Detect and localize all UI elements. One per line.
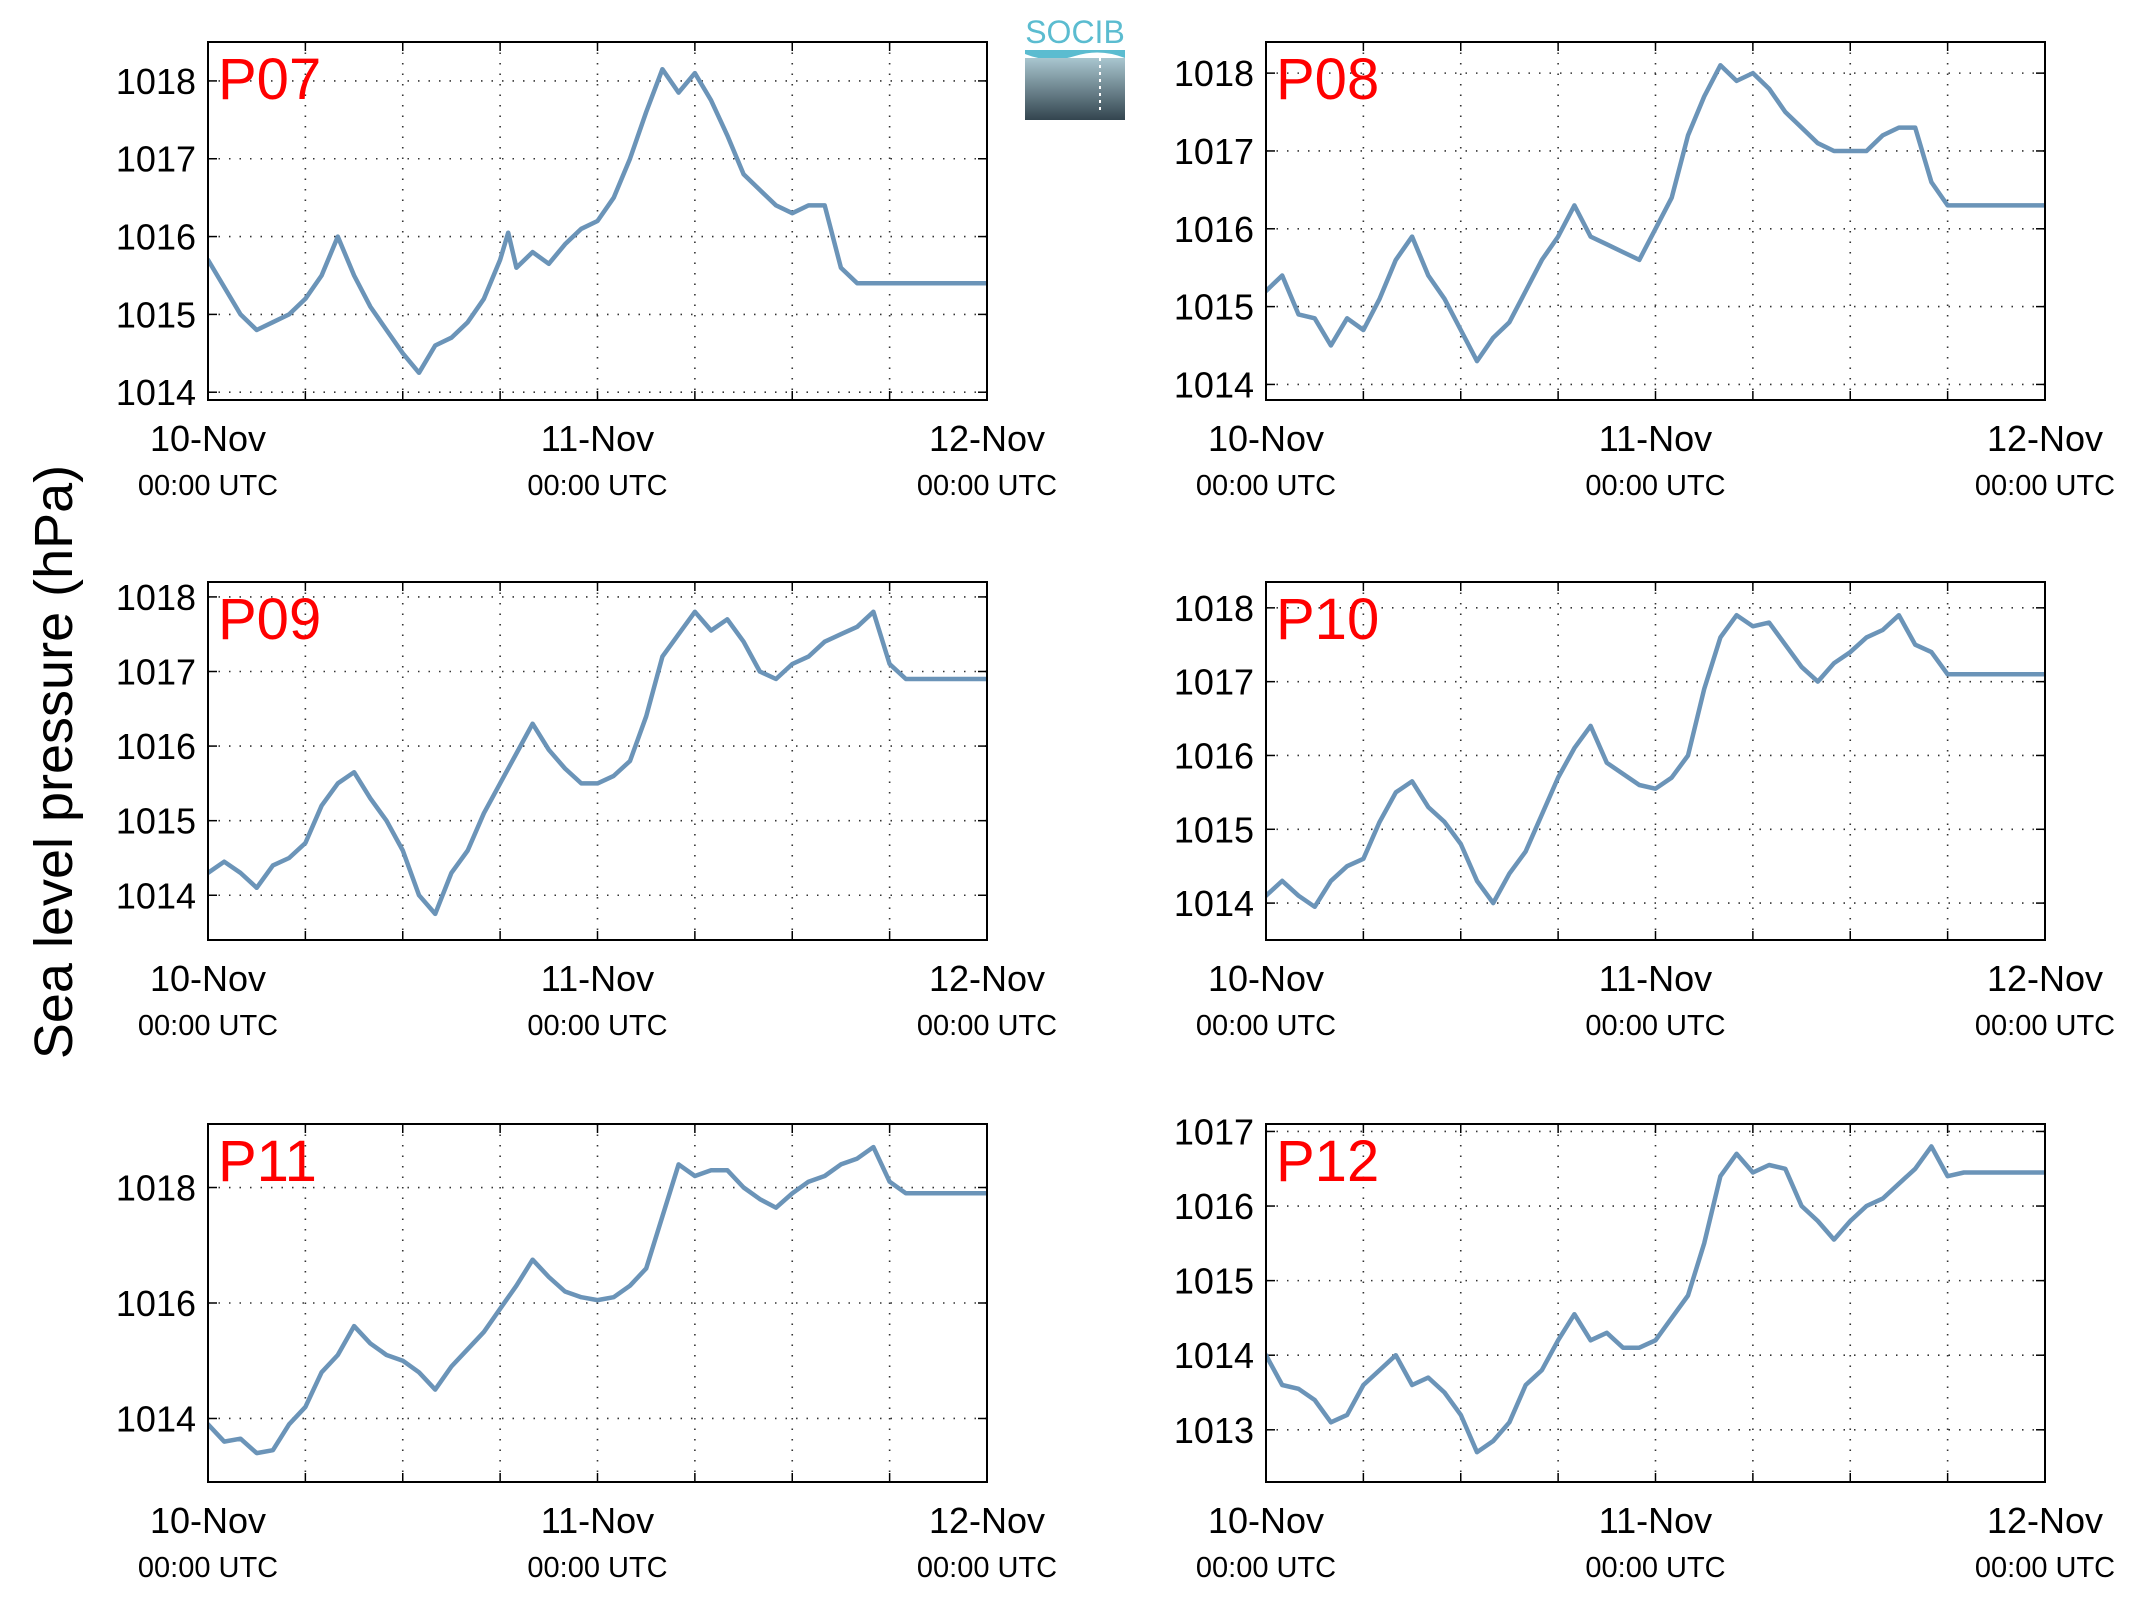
y-tick-label: 1015	[116, 801, 196, 842]
x-tick-label-date: 12-Nov	[929, 1500, 1045, 1541]
panel-title: P10	[1276, 587, 1379, 652]
x-tick-label-date: 11-Nov	[541, 1500, 654, 1541]
series-line-p12	[1266, 1144, 2045, 1455]
x-tick-label-time: 00:00 UTC	[917, 1010, 1057, 1042]
y-tick-label: 1017	[1174, 662, 1254, 703]
panel-p08: 1014 1015 1016 1017 1018 10-Nov 00:00 UTC 11-No…	[1174, 41, 2115, 502]
x-tick-label-time: 00:00 UTC	[1196, 1010, 1336, 1042]
series-line-p11	[208, 1144, 987, 1456]
y-tick-label: 1013	[1174, 1410, 1254, 1451]
x-tick-label-date: 12-Nov	[1987, 1500, 2103, 1541]
y-tick-label: 1018	[116, 577, 196, 618]
x-tick-label-date: 11-Nov	[541, 958, 654, 999]
series-line-p09	[208, 609, 987, 917]
x-tick-label-date: 10-Nov	[150, 958, 266, 999]
x-tick-label-time: 00:00 UTC	[1975, 470, 2115, 502]
x-tick-label-time: 00:00 UTC	[917, 1552, 1057, 1584]
series-line-p08	[1266, 63, 2045, 364]
y-tick-label: 1016	[1174, 1186, 1254, 1227]
x-tick-label-time: 00:00 UTC	[138, 1552, 278, 1584]
x-tick-label-date: 12-Nov	[929, 418, 1045, 459]
y-tick-label: 1014	[116, 372, 196, 413]
y-tick-label: 1014	[116, 875, 196, 916]
axes-frame	[207, 581, 988, 941]
y-tick-label: 1017	[1174, 131, 1254, 172]
x-tick-label-time: 00:00 UTC	[1975, 1552, 2115, 1584]
axes-frame	[1265, 581, 2046, 941]
x-tick-label-time: 00:00 UTC	[1196, 470, 1336, 502]
x-tick-label-date: 12-Nov	[1987, 958, 2103, 999]
axes-frame	[207, 41, 988, 401]
x-tick-label-date: 10-Nov	[1208, 958, 1324, 999]
axes-frame	[1265, 41, 2046, 401]
y-tick-label: 1015	[1174, 809, 1254, 850]
logo-wave-icon	[1025, 50, 1125, 60]
x-tick-label-date: 11-Nov	[541, 418, 654, 459]
panel-p11: 1014 1016 1018 10-Nov 00:00 UTC 11-Nov 00:00 U…	[116, 1123, 1057, 1584]
x-tick-label-time: 00:00 UTC	[1196, 1552, 1336, 1584]
y-tick-label: 1014	[1174, 364, 1254, 405]
x-tick-label-time: 00:00 UTC	[1585, 1010, 1725, 1042]
axes-frame	[207, 1123, 988, 1483]
panel-p12: 1013 1014 1015 1016 1017 10-Nov 00:00 UTC 11-No…	[1174, 1111, 2115, 1584]
x-tick-label-date: 12-Nov	[929, 958, 1045, 999]
x-tick-label-date: 10-Nov	[1208, 1500, 1324, 1541]
x-tick-label-date: 11-Nov	[1599, 958, 1712, 999]
x-tick-label-time: 00:00 UTC	[138, 1010, 278, 1042]
y-tick-label: 1016	[116, 1283, 196, 1324]
x-tick-label-time: 00:00 UTC	[527, 1552, 667, 1584]
y-tick-label: 1016	[116, 726, 196, 767]
x-tick-label-time: 00:00 UTC	[527, 470, 667, 502]
y-tick-label: 1017	[1174, 1111, 1254, 1152]
x-tick-label-time: 00:00 UTC	[1975, 1010, 2115, 1042]
axes-frame	[1265, 1123, 2046, 1483]
x-tick-label-time: 00:00 UTC	[917, 470, 1057, 502]
panel-title: P09	[218, 587, 321, 652]
y-tick-label: 1016	[116, 217, 196, 258]
y-tick-label: 1018	[1174, 588, 1254, 629]
x-tick-label-time: 00:00 UTC	[527, 1010, 667, 1042]
panel-title: P12	[1276, 1129, 1379, 1194]
y-tick-label: 1017	[116, 139, 196, 180]
x-tick-label-time: 00:00 UTC	[1585, 470, 1725, 502]
x-tick-label-time: 00:00 UTC	[138, 470, 278, 502]
y-tick-label: 1015	[1174, 1261, 1254, 1302]
x-tick-label-date: 10-Nov	[1208, 418, 1324, 459]
y-tick-label: 1015	[116, 294, 196, 335]
panel-title: P08	[1276, 47, 1379, 112]
series-line-p10	[1266, 612, 2045, 910]
panel-p10: 1014 1015 1016 1017 1018 10-Nov 00:00 UTC 11-No…	[1174, 581, 2115, 1042]
y-tick-label: 1014	[1174, 1335, 1254, 1376]
y-tick-label: 1016	[1174, 735, 1254, 776]
x-tick-label-time: 00:00 UTC	[1585, 1552, 1725, 1584]
y-axis-label: Sea level pressure (hPa)	[24, 465, 84, 1059]
series-line-p07	[208, 66, 987, 376]
socib-logo-text: SOCIB	[1025, 14, 1125, 50]
y-tick-label: 1017	[116, 652, 196, 693]
panel-p07: 1014 1015 1016 1017 1018 10-Nov 00:00 UTC 11-No…	[116, 41, 1057, 502]
socib-logo: SOCIB	[1025, 14, 1125, 120]
x-tick-label-date: 12-Nov	[1987, 418, 2103, 459]
y-tick-label: 1018	[1174, 53, 1254, 94]
y-tick-label: 1015	[1174, 287, 1254, 328]
panel-title: P11	[218, 1129, 317, 1194]
y-tick-label: 1014	[1174, 883, 1254, 924]
x-tick-label-date: 10-Nov	[150, 1500, 266, 1541]
x-tick-label-date: 11-Nov	[1599, 418, 1712, 459]
y-tick-label: 1016	[1174, 209, 1254, 250]
panel-p09: 1014 1015 1016 1017 1018 10-Nov 00:00 UTC 11-No…	[116, 577, 1057, 1042]
y-tick-label: 1014	[116, 1398, 196, 1439]
y-tick-label: 1018	[116, 1168, 196, 1209]
x-tick-label-date: 11-Nov	[1599, 1500, 1712, 1541]
y-tick-label: 1018	[116, 61, 196, 102]
panel-title: P07	[218, 47, 321, 112]
logo-block	[1025, 58, 1125, 120]
x-tick-label-date: 10-Nov	[150, 418, 266, 459]
